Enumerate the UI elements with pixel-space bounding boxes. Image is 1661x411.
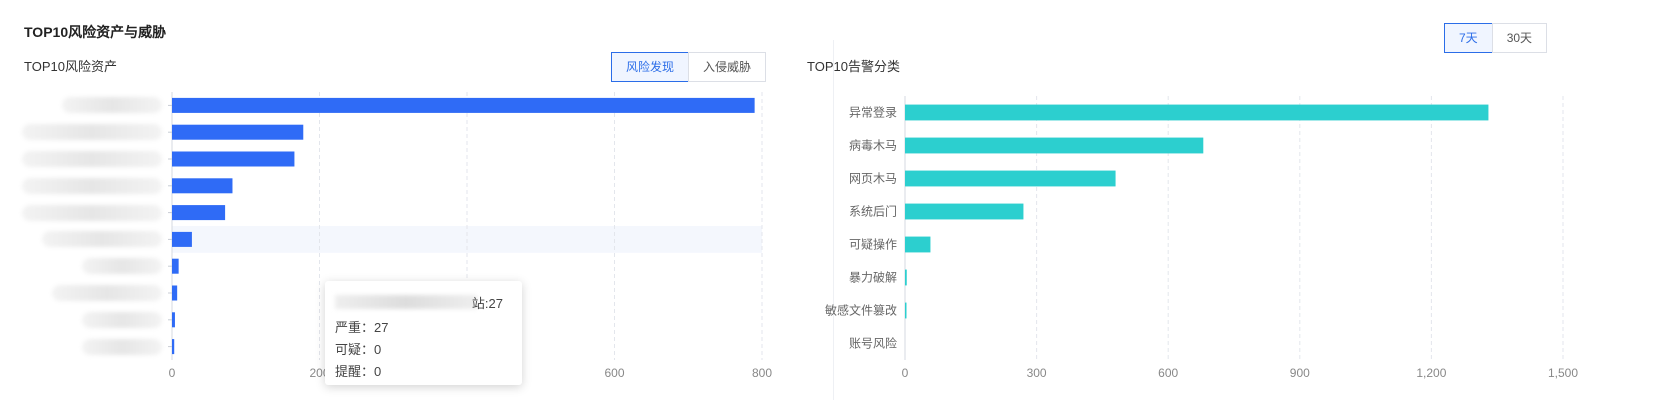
tooltip-header-suffix: 站:27 [472,293,503,312]
category-label: 可疑操作 [849,237,897,252]
redacted-asset-label [82,312,162,328]
tooltip-redacted-name [335,295,477,309]
bar [905,270,907,286]
x-tick-label: 1,500 [1548,366,1578,380]
redacted-asset-label [22,205,162,221]
tooltip-row-severe: 严重：27 [335,317,389,336]
redacted-asset-label [62,97,162,113]
x-tick-label: 600 [1158,366,1178,380]
bar [905,105,1488,121]
redacted-asset-label [22,178,162,194]
x-tick-label: 300 [1027,366,1047,380]
redacted-asset-label [82,258,162,274]
bar [905,303,907,319]
bar [905,171,1116,187]
redacted-asset-label [52,285,162,301]
category-label: 系统后门 [849,204,897,219]
bar [905,204,1023,220]
tooltip-header: 站:27 [335,293,521,311]
tooltip-row-suspicious: 可疑：0 [335,339,381,358]
redacted-asset-label [42,231,162,247]
category-label: 敏感文件篡改 [825,303,897,318]
category-label: 异常登录 [849,105,897,120]
x-tick-label: 900 [1290,366,1310,380]
redacted-asset-label [22,151,162,167]
category-label: 病毒木马 [849,138,897,153]
category-label: 暴力破解 [849,270,897,285]
redacted-asset-label [82,339,162,355]
redacted-asset-label [22,124,162,140]
bar [905,237,930,253]
chart-tooltip: 站:27 严重：27 可疑：0 提醒：0 [325,281,522,385]
x-tick-label: 0 [902,366,909,380]
category-label: 账号风险 [849,336,897,351]
category-label: 网页木马 [849,172,897,186]
x-tick-label: 1,200 [1416,366,1446,380]
tooltip-row-reminder: 提醒：0 [335,361,381,380]
bar [905,138,1203,154]
